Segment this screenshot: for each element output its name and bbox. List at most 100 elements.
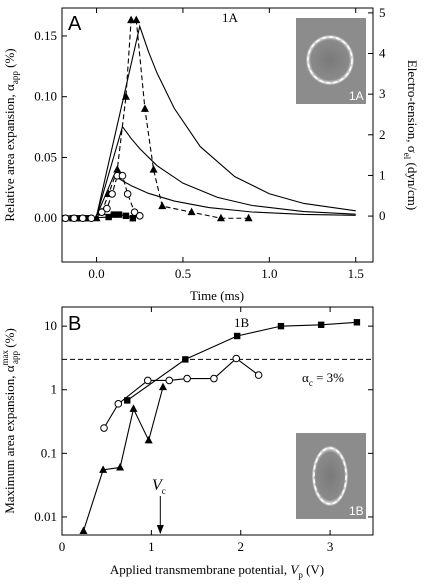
inset-label: 1A [349, 89, 364, 103]
marker-square [129, 215, 137, 222]
series-line [96, 19, 249, 219]
y2-tick-label: 0 [379, 208, 386, 223]
y2-tick-label: 5 [379, 5, 386, 20]
marker-triangle [149, 165, 158, 173]
label-sub: app [10, 350, 20, 363]
y-tick-label: 0.15 [34, 28, 57, 43]
marker-circle [103, 204, 111, 213]
marker-triangle [113, 165, 122, 173]
marker-square [105, 213, 112, 221]
marker-circle [97, 208, 106, 216]
panel-label: B [68, 313, 81, 335]
marker-triangle [158, 201, 167, 210]
y2-tick-label: 1 [379, 167, 386, 182]
label-part: Maximum area expansion, α [2, 365, 17, 514]
marker-square [124, 397, 131, 404]
marker-triangle [216, 213, 225, 222]
label-sub: p [298, 570, 303, 580]
marker-circle [78, 214, 87, 223]
marker-circle [118, 171, 127, 180]
marker-triangle [99, 465, 108, 473]
series-line [96, 125, 356, 217]
label-sup: max [0, 349, 10, 365]
marker-triangle [132, 15, 141, 24]
y-tick-label: 10 [44, 318, 57, 333]
marker-circle [183, 374, 191, 383]
marker-square [317, 321, 325, 328]
marker-square [233, 332, 241, 340]
marker-square [182, 356, 189, 363]
plot-frame [61, 306, 374, 536]
y-tick-label: 0.05 [34, 149, 57, 164]
marker-square [110, 211, 118, 218]
marker-circle [100, 424, 108, 432]
y2-tick-label: 2 [379, 127, 386, 142]
marker-circle [61, 214, 70, 223]
label-part: Applied transmembrane potential, [110, 562, 291, 577]
vc-arrowhead [156, 525, 164, 534]
y-axis-label: Relative area expansion, αapp (%) [2, 48, 20, 221]
marker-circle [143, 376, 152, 385]
marker-triangle [79, 526, 88, 535]
inset: 1A [296, 18, 366, 104]
marker-circle [130, 208, 139, 216]
x-tick-label: 1.5 [348, 266, 364, 281]
marker-triangle [158, 382, 167, 391]
label-sub: c [309, 378, 313, 388]
x-axis-label-text: Time (ms) [190, 288, 244, 303]
label-part: Electro-tension, σ [405, 60, 420, 153]
label-sub: app [10, 71, 20, 84]
marker-triangle [127, 15, 136, 24]
y2-tick-label: 3 [379, 86, 386, 101]
series-line [96, 24, 356, 217]
y2-axis-label: Electro-tension, σel (dyn/cm) [402, 60, 420, 210]
series-line [82, 386, 164, 532]
marker-square [277, 322, 285, 330]
x-tick-label: 2 [237, 539, 244, 554]
label-sub: c [162, 486, 166, 496]
x-tick-label: 0.5 [175, 266, 191, 281]
marker-circle [135, 212, 144, 220]
y2-tick-label: 4 [379, 46, 386, 61]
inset: 1B [296, 433, 366, 519]
marker-circle [254, 371, 263, 379]
marker-circle [87, 214, 96, 223]
marker-triangle [121, 92, 130, 100]
marker-triangle [244, 213, 253, 222]
label-sub: el [402, 153, 412, 160]
marker-circle [165, 376, 174, 385]
vc-label: Vc [152, 477, 166, 496]
marker-triangle [140, 104, 149, 112]
marker-triangle [116, 462, 125, 471]
marker-circle [123, 190, 132, 198]
label-part: (%) [2, 328, 17, 351]
y-tick-label: 0.01 [34, 509, 57, 524]
y-tick-label: 0.00 [34, 210, 57, 225]
label-part: (dyn/cm) [405, 159, 420, 210]
y-tick-label: 0.1 [41, 445, 57, 460]
x-tick-label: 1 [148, 539, 155, 554]
marker-square [353, 319, 361, 326]
label-part: (%) [2, 48, 17, 71]
marker-triangle [129, 404, 138, 412]
series-line [126, 321, 357, 401]
x-axis-label: Applied transmembrane potential, Vp (V) [110, 562, 324, 580]
label-part: V [290, 562, 300, 577]
marker-square [122, 212, 130, 220]
marker-square [115, 211, 123, 218]
threshold-label: αc = 3% [302, 370, 344, 388]
annotation: 1A [222, 10, 239, 25]
x-tick-label: 0 [59, 539, 66, 554]
marker-circle [108, 190, 116, 198]
inset-label: 1B [349, 504, 364, 518]
y-tick-label: 1 [51, 382, 58, 397]
x-tick-label: 1.0 [261, 266, 277, 281]
label-part: (V) [303, 562, 324, 577]
marker-triangle [144, 435, 153, 444]
y-axis-label: Maximum area expansion, αmaxapp (%) [0, 328, 20, 514]
y-tick-label: 0.10 [34, 89, 57, 104]
marker-triangle [187, 207, 196, 216]
label-part: α [302, 370, 309, 385]
